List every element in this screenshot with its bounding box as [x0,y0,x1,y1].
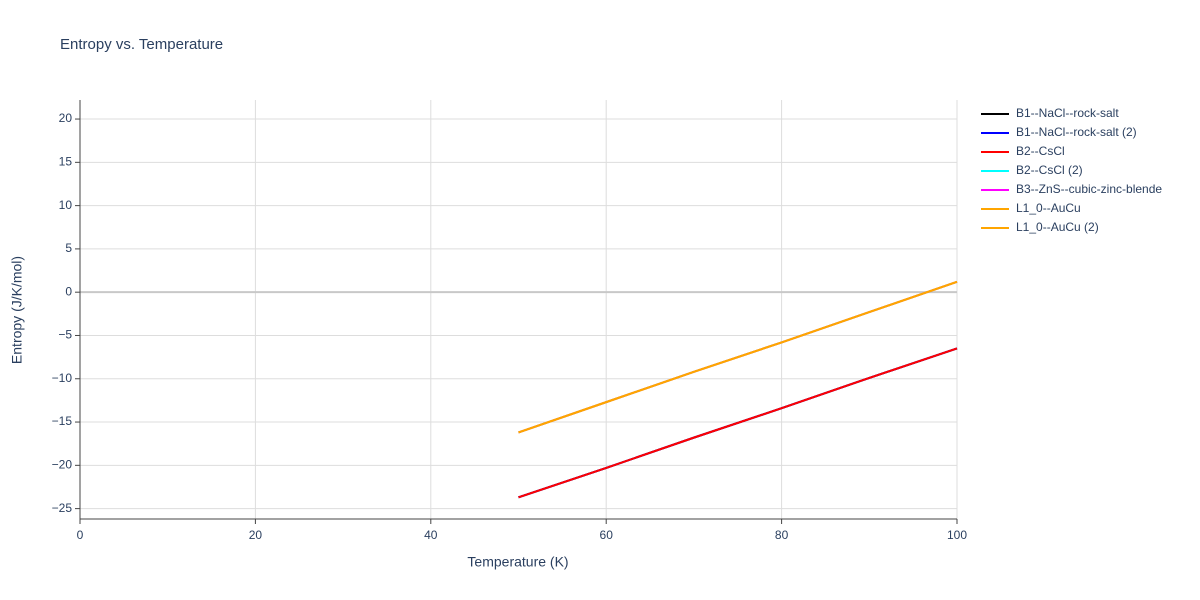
y-tick-label: 15 [59,155,73,169]
legend-label: B1--NaCl--rock-salt (2) [1016,125,1137,139]
series-line [518,347,958,499]
y-tick-label: 0 [65,284,72,298]
legend-label: B3--ZnS--cubic-zinc-blende [1016,182,1162,196]
y-tick-label: −10 [52,371,73,385]
y-tick-label: 10 [59,198,73,212]
y-tick-label: −25 [52,501,73,515]
x-tick-label: 80 [775,528,789,542]
x-tick-label: 0 [77,528,84,542]
legend-label: B2--CsCl (2) [1016,163,1083,177]
y-axis-title: Entropy (J/K/mol) [9,256,25,364]
x-tick-label: 20 [249,528,263,542]
y-tick-label: 5 [65,241,72,255]
x-tick-label: 60 [600,528,614,542]
legend: B1--NaCl--rock-salt B1--NaCl--rock-salt (… [981,106,1162,234]
x-axis-title: Temperature (K) [467,554,568,570]
chart-title: Entropy vs. Temperature [60,36,223,53]
y-tick-label: 20 [59,111,73,125]
legend-label: L1_0--AuCu [1016,201,1081,215]
y-tick-label: −15 [52,414,73,428]
legend-label: B1--NaCl--rock-salt [1016,106,1119,120]
y-tick-label: −20 [52,457,73,471]
legend-label: B2--CsCl [1016,144,1065,158]
x-tick-label: 100 [947,528,967,542]
x-tick-label: 40 [424,528,438,542]
legend-label: L1_0--AuCu (2) [1016,220,1099,234]
y-tick-label: −5 [58,328,72,342]
series-line [518,280,958,434]
